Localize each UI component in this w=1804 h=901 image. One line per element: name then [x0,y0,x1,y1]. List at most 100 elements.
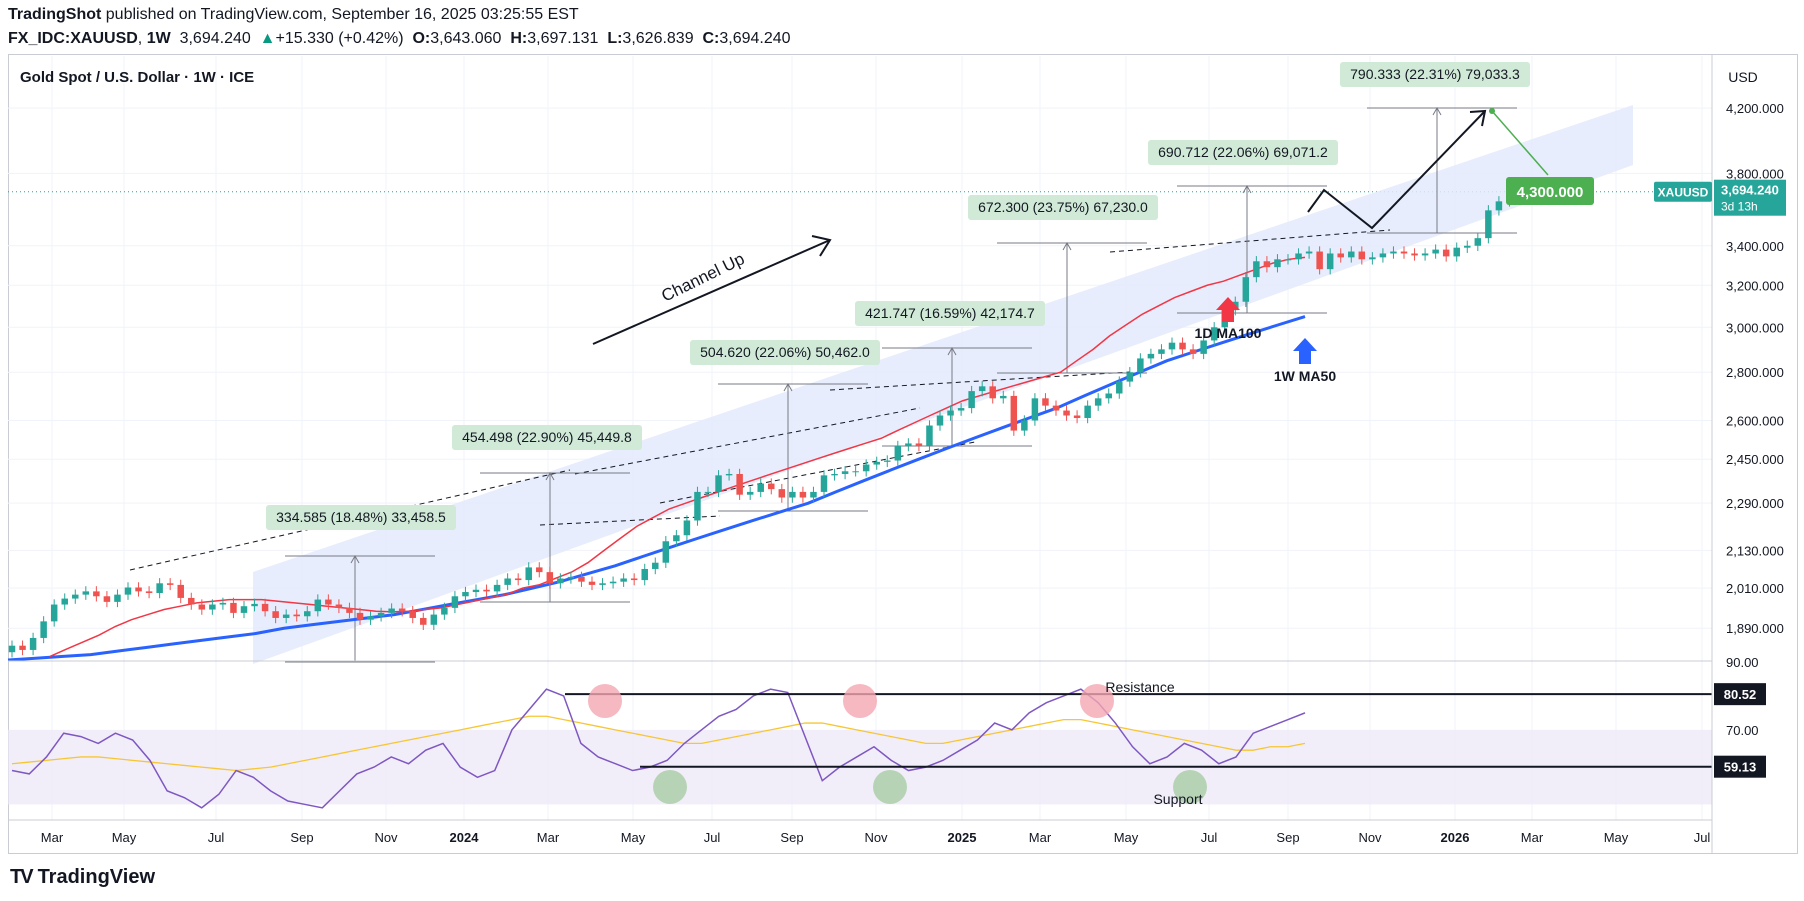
candle-body [1179,342,1186,350]
candle-body [409,611,416,618]
candle-body [1147,353,1155,359]
candle-body [367,616,374,620]
publish-info: published on TradingView.com, September … [105,6,579,23]
open-label: O: [412,30,431,47]
x-tick-label: Nov [864,830,888,845]
measure-text: 334.585 (18.48%) 33,458.5 [276,509,446,525]
candle-body [778,489,786,498]
publisher-name[interactable]: TradingShot [8,6,102,23]
candle-body [662,541,670,563]
tradingview-footer[interactable]: TV TradingView [10,866,155,889]
candle-body [472,589,480,593]
candle-body [957,408,965,411]
measure-arrow-icon [1062,241,1072,251]
candle-body [420,617,427,625]
y-tick-label: 1,890.000 [1726,621,1784,636]
measure-arrow-icon [350,554,360,564]
candle-body [1305,251,1313,254]
ma50-curve [7,315,1306,662]
candle-body [514,578,522,581]
candle-body [768,483,775,490]
x-tick-label: May [1114,830,1139,845]
candle-body [609,581,617,584]
candle-body [1010,395,1018,431]
measure-text: 690.712 (22.06%) 69,071.2 [1158,144,1328,160]
candle-body [29,637,37,650]
close-label: C: [702,30,720,47]
candle-body [462,592,469,597]
chart-frame [8,54,1798,854]
resistance-touch [843,684,877,718]
measure-box [1148,140,1338,165]
axes: 4,200.000 3,800.000 3,400.000 3,200.000 3,00… [8,55,1786,853]
ma100-arrow-icon [1216,297,1240,322]
candle-body [810,491,817,498]
candle-body [1474,238,1482,246]
candle-body [620,578,627,582]
last-price-tag: XAUUSD 3,694.240 3d 13h [1654,179,1786,216]
ma50-arrow-icon [1293,338,1317,364]
interval: 1W [146,30,171,47]
candle-body [1495,201,1503,211]
x-tick-label: May [621,830,646,845]
candle-body [388,608,395,613]
trend-line [1109,229,1391,253]
measure-text: 421.747 (16.59%) 42,174.7 [865,305,1035,321]
candle-body [1063,410,1070,416]
candle-body [525,567,532,581]
candle-body [588,581,596,585]
candle-body [630,578,638,581]
channel-arrow [592,239,831,345]
x-tick-label: Sep [1276,830,1299,845]
ma50-line [7,315,1306,662]
channel-arrow-head-icon [811,235,832,257]
ma100-curve [49,256,1306,658]
candle-body [905,443,912,447]
candle-body [894,446,902,461]
candle-body [1358,251,1366,260]
candle-body [841,471,849,474]
symbol[interactable]: FX_IDC:XAUUSD [8,30,138,47]
candle-body [398,608,406,612]
measure-box [855,301,1045,326]
measure-arrow-icon [947,346,957,356]
candle-body [968,391,975,409]
candle-body [683,520,691,536]
candle-body [1421,253,1429,256]
candle-body [19,645,26,650]
candle-body [926,425,933,447]
x-tick-label: Jul [1201,830,1218,845]
measure-text: 454.498 (22.90%) 45,449.8 [462,429,632,445]
x-tick-label: Sep [290,830,313,845]
candle-body [978,386,986,392]
currency-label[interactable]: USD [1728,69,1758,85]
candle-body [947,410,954,416]
low-label: L: [607,30,623,47]
candle-body [314,599,322,612]
candle-body [1274,259,1281,268]
candle-body [1168,342,1176,350]
measure-box [690,340,880,365]
candle-body [219,602,227,605]
candle-body [1326,253,1334,270]
target-point [1489,108,1495,114]
target-text: 4,300.000 [1517,184,1584,201]
price-tag-text: 3,694.240 [1721,183,1779,198]
measure-arrow-icon [783,382,793,392]
candle-body [145,591,153,594]
ma100-label: 1D MA100 [1195,325,1262,341]
candle-body [40,621,47,638]
rsi-level-text: 80.52 [1724,687,1757,702]
x-tick-label: 2024 [450,830,480,845]
open-value: 3,643.060 [430,30,502,47]
candle-body [1021,420,1028,431]
trend-line [539,515,721,526]
candle-body [1042,398,1049,406]
candle-body [282,614,290,618]
candle-body [1094,398,1102,406]
candle-body [1369,257,1376,260]
rsi-tick-label: 90.00 [1726,655,1759,670]
ma50-label: 1W MA50 [1274,368,1336,384]
measure-box [968,195,1158,220]
